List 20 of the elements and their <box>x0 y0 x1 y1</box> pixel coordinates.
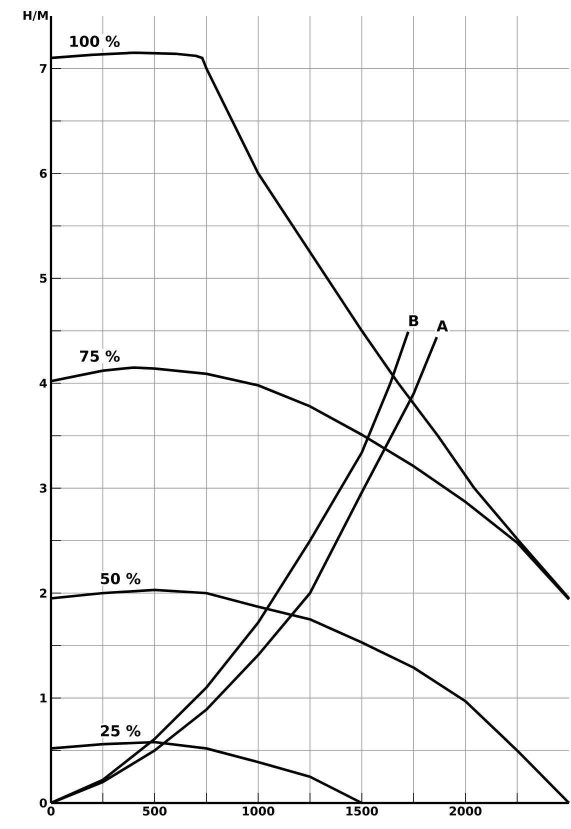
x-tick-label: 2000 <box>450 806 482 816</box>
x-tick-label: 0 <box>47 806 55 816</box>
series-label: B <box>409 315 418 326</box>
series-label: 100 % <box>70 36 120 48</box>
y-axis-title: H/M <box>24 11 48 21</box>
y-tick-label: 4 <box>40 378 47 388</box>
y-tick-label: 0 <box>40 798 47 808</box>
series-label: 50 % <box>100 572 140 584</box>
y-tick-label: 3 <box>40 484 47 493</box>
x-tick-label: 500 <box>143 806 167 816</box>
y-tick-label: 5 <box>40 274 47 283</box>
x-tick-label: 1500 <box>346 806 378 816</box>
series-label: 25 % <box>100 725 140 736</box>
y-tick-label: 2 <box>40 588 46 598</box>
y-tick-label: 6 <box>40 168 47 178</box>
y-tick-label: 7 <box>40 64 47 73</box>
series-label: 75 % <box>80 350 120 362</box>
y-tick-label: 1 <box>40 694 47 702</box>
series-label: A <box>436 320 448 332</box>
x-tick-label: 1000 <box>242 806 274 816</box>
